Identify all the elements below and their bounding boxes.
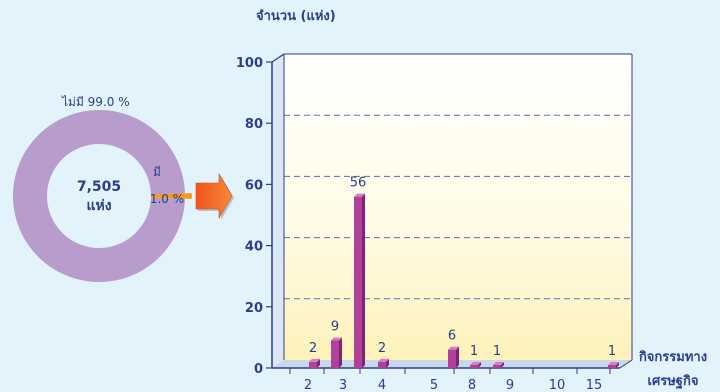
bar-value-label: 2 [309,341,317,356]
y-tick-label: 100 [236,56,263,71]
bar-value-label: 1 [608,344,616,359]
bar-value-label: 1 [493,344,501,359]
x-tick-label: 2 [304,378,312,392]
x-axis-title-line1: กิจกรรมทาง [639,350,707,365]
donut-chart [13,110,192,283]
x-axis-title-line2: เศรษฐกิจ [648,374,699,390]
plot-side-wall [272,54,284,368]
callout-label-has: มี [153,165,161,179]
bar-side [501,361,504,368]
y-tick-label: 40 [245,240,263,255]
bar-side [386,358,389,368]
y-tick-label: 0 [254,362,263,377]
bar [309,361,317,368]
bar-side [362,193,365,368]
slice-label-has: 1.0 % [150,192,184,206]
bar-top [354,193,365,197]
bar-top [378,358,389,362]
bar [378,361,386,368]
bar-top [331,337,342,341]
bar-top [493,361,504,365]
y-tick-label: 80 [245,117,263,132]
donut-center-count: 7,505 [77,179,121,195]
bar-value-label: 6 [448,329,456,344]
donut-slice [13,110,185,283]
bar [354,196,362,368]
x-tick-label: 9 [506,378,514,392]
x-tick-label: 3 [339,378,347,392]
y-ticks: 0 20 40 60 80 100 [236,56,272,377]
bar-side [317,358,320,368]
donut-center-unit: แห่ง [86,198,111,214]
bar-side [478,361,481,368]
bar [493,364,501,368]
bar [470,364,478,368]
x-ticks: 2 3 4 5 8 9 10 15 [289,368,611,392]
plot-edge-floor-right [619,359,633,369]
y-axis-title: จำนวน (แห่ง) [256,8,336,24]
bar-value-label: 9 [331,319,339,334]
bar-top [470,361,481,365]
x-tick-label: 8 [468,378,476,392]
donut-slice [150,193,192,199]
bar-value-label: 1 [470,344,478,359]
bar-value-label: 56 [350,176,367,191]
bar-top [608,361,619,365]
y-tick-label: 20 [245,301,263,316]
bar-value-label: 2 [378,341,386,356]
x-tick-label: 15 [586,378,603,392]
bar [608,364,616,368]
bar [331,340,339,368]
x-tick-label: 4 [378,378,386,392]
arrow-right-icon [195,172,233,220]
bar-top [448,346,459,350]
bar-side [456,346,459,368]
y-tick-label: 60 [245,178,263,193]
bar-side [616,361,619,368]
x-tick-label: 5 [430,378,438,392]
bar-side [339,337,342,368]
bar-top [309,358,320,362]
slice-label-none: ไม่มี 99.0 % [61,95,130,109]
plot-back-wall [284,54,632,360]
plot-edge-top [271,53,285,63]
x-tick-label: 10 [549,378,566,392]
bar [448,349,456,368]
